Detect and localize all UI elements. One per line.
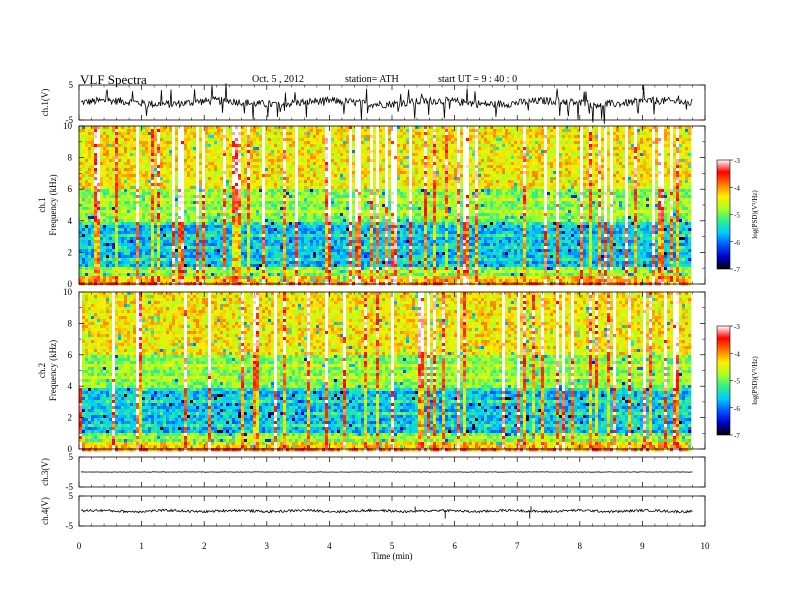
colorbar-tick-label: -4 (734, 184, 740, 192)
colorbar-tick-label: -6 (734, 405, 740, 413)
spectrogram-image (79, 126, 691, 285)
colorbar (717, 160, 730, 269)
x-tick-label: 8 (578, 541, 583, 551)
y-tick-label: 6 (68, 184, 73, 194)
x-tick-label: 4 (327, 541, 332, 551)
y-tick-label: 10 (63, 121, 73, 131)
y-axis-label: ch.1(V) (40, 89, 50, 117)
channel-label: ch.1 (37, 197, 47, 212)
x-tick-label: 2 (202, 541, 207, 551)
x-tick-label: 0 (77, 541, 82, 551)
y-tick-label: 5 (69, 452, 74, 462)
x-tick-label: 5 (390, 541, 395, 551)
y-tick-label: 10 (63, 287, 73, 297)
colorbar-tick-label: -5 (734, 378, 740, 386)
y-tick-label: 6 (68, 350, 73, 360)
y-axis-label: ch.3(V) (40, 458, 50, 486)
y-tick-label: 5 (69, 80, 74, 90)
x-tick-label: 3 (265, 541, 270, 551)
colorbar-tick-label: -7 (734, 266, 740, 274)
x-tick-label: 6 (452, 541, 457, 551)
channel-label: ch.2 (37, 363, 47, 378)
y-tick-label: 4 (68, 381, 73, 391)
x-axis-label: Time (min) (372, 551, 413, 561)
x-tick-label: 10 (701, 541, 711, 551)
y-tick-label: 4 (68, 216, 73, 226)
y-tick-label: 2 (68, 413, 73, 423)
vlf-spectra-figure: VLF Spectra Oct. 5 , 2012 station= ATH s… (0, 0, 792, 612)
trace-line-ch4v (81, 509, 693, 513)
x-tick-label: 1 (139, 541, 144, 551)
colorbar (717, 326, 730, 435)
x-tick-label: 7 (515, 541, 520, 551)
x-tick-label: 9 (640, 541, 645, 551)
colorbar-tick-label: -6 (734, 239, 740, 247)
colorbar-label: log(PSD)(V²/Hz) (751, 356, 759, 405)
y-axis-label: ch.4(V) (40, 497, 50, 525)
colorbar-tick-label: -7 (734, 432, 740, 440)
y-tick-label: 8 (68, 318, 73, 328)
plot-area: 5-5ch.1(V)0246810ch.1 Frequency (kHz)-3-4… (0, 0, 792, 612)
colorbar-tick-label: -3 (734, 323, 740, 331)
colorbar-label: log(PSD)(V²/Hz) (751, 190, 759, 239)
y-axis-label: Frequency (kHz) (48, 174, 58, 235)
y-tick-label: 8 (68, 153, 73, 163)
y-tick-label: -5 (66, 521, 74, 531)
y-tick-label: 2 (68, 247, 73, 257)
trace-line-ch1v (81, 83, 693, 124)
colorbar-tick-label: -5 (734, 212, 740, 220)
y-tick-label: 5 (69, 491, 74, 501)
colorbar-tick-label: -3 (734, 157, 740, 165)
y-axis-label: Frequency (kHz) (48, 340, 58, 401)
colorbar-tick-label: -4 (734, 350, 740, 358)
spectrogram-image (79, 292, 691, 451)
